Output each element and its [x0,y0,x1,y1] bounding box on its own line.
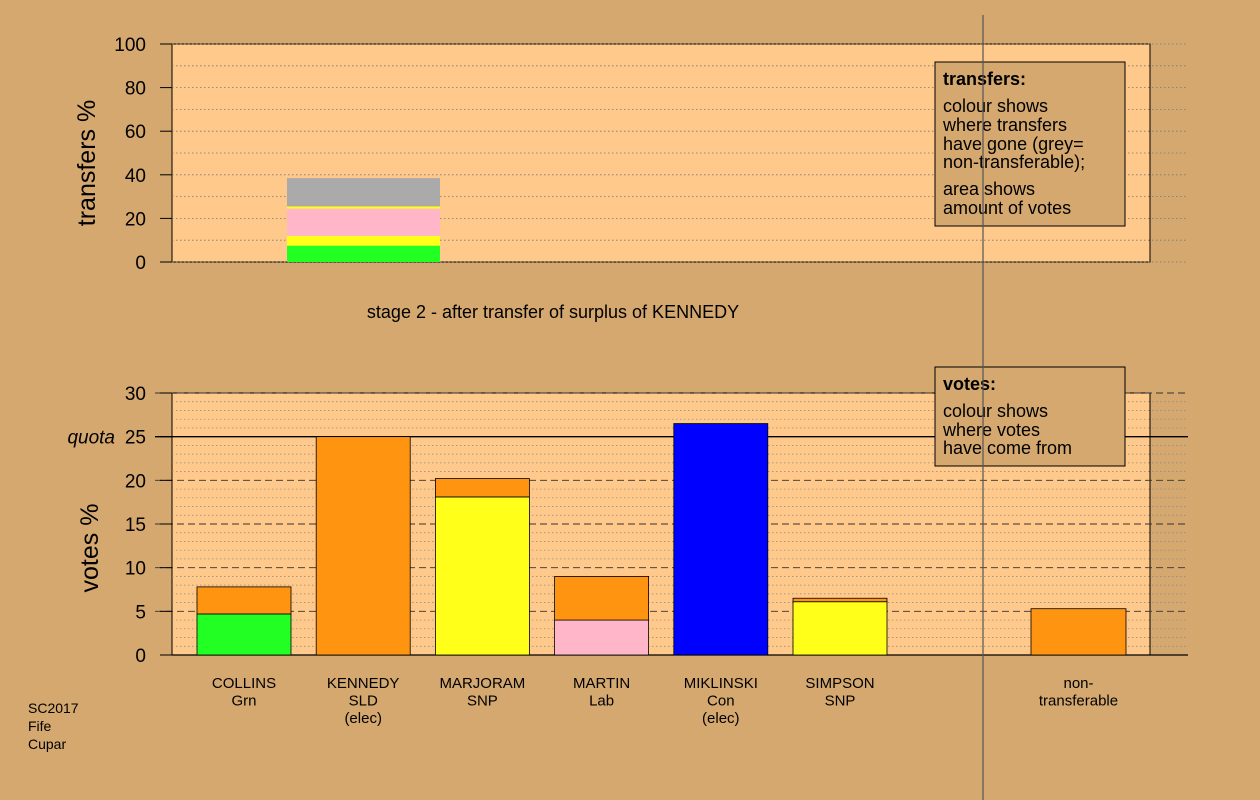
vote-segment [434,496,530,656]
y-tick-label: 0 [135,253,146,274]
y-tick-label: 25 [125,428,146,449]
candidate-party: SLD [349,693,378,710]
y-tick-label: 100 [114,35,146,56]
footer-line: Fife [28,718,52,734]
y-tick-label: 20 [125,471,146,492]
votes-y-axis-title: votes % [76,504,104,593]
vote-segment [554,619,649,656]
y-tick-label: 30 [125,384,146,405]
transfers-legend-line: have gone (grey= [943,134,1084,154]
transfers-y-ticks: 0 20 40 60 80 100 [114,35,172,274]
candidate-labels: COLLINSGrnKENNEDYSLD(elec)MARJORAMSNPMAR… [212,675,1118,727]
votes-legend-title: votes: [943,374,996,394]
y-tick-label: 15 [125,515,146,536]
candidate-party: Grn [231,693,256,710]
transfers-y-axis-title: transfers % [73,100,101,226]
candidate-name: MIKLINSKI [684,675,758,692]
transfers-legend-line: area shows [943,179,1035,199]
y-tick-label: 10 [125,559,146,580]
quota-label: quota [67,428,115,449]
candidate-name: SIMPSON [805,675,874,692]
nontransferable-label: non- [1063,675,1093,692]
candidate-name: KENNEDY [327,675,400,692]
transfer-segment [287,208,440,236]
vote-segment [792,597,888,603]
votes-bars [196,423,1127,656]
vote-segment [196,586,292,615]
transfers-legend: transfers: colour shows where transfers … [934,61,1126,227]
transfers-legend-line: colour shows [943,96,1048,116]
footer-line: SC2017 [28,700,79,716]
transfers-legend-line: amount of votes [943,198,1071,218]
candidate-name: MARJORAM [439,675,525,692]
y-tick-label: 5 [135,602,146,623]
vote-segment [673,423,769,656]
transfer-segment [287,245,440,262]
votes-legend: votes: colour shows where votes have com… [934,366,1126,467]
transfers-legend-title: transfers: [943,69,1026,89]
vote-segment [554,576,649,621]
nontransferable-label: transferable [1039,693,1118,710]
votes-legend-line: colour shows [943,401,1048,421]
footer: SC2017 Fife Cupar [28,700,79,752]
transfers-bars [287,178,440,262]
stage-caption: stage 2 - after transfer of surplus of K… [367,302,739,322]
candidate-name: MARTIN [573,675,630,692]
votes-legend-box [934,366,1126,467]
candidate-name: COLLINS [212,675,276,692]
y-tick-label: 40 [125,166,146,187]
transfers-legend-line: where transfers [942,115,1067,135]
candidate-party: SNP [467,693,498,710]
candidate-party: SNP [825,693,856,710]
vote-segment [196,613,292,656]
candidate-party: Con [707,693,735,710]
transfers-legend-box [934,61,1126,227]
votes-legend-line: where votes [942,420,1040,440]
candidate-status: (elec) [702,710,740,727]
footer-line: Cupar [28,736,66,752]
vote-segment [315,436,411,656]
y-tick-label: 80 [125,79,146,100]
transfer-segment [287,178,440,207]
transfer-segment [287,206,440,209]
votes-y-ticks: 0 5 10 15 20 25 30 [125,384,172,667]
transfers-legend-line: non-transferable); [943,152,1085,172]
candidate-party: Lab [589,693,614,710]
vote-segment [434,478,530,498]
candidate-status: (elec) [344,710,382,727]
votes-legend-line: have come from [943,438,1072,458]
y-tick-label: 0 [135,646,146,667]
transfers-panel: 0 20 40 60 80 100 transfers % stage 2 - after… [73,35,1188,322]
y-tick-label: 20 [125,209,146,230]
y-tick-label: 60 [125,122,146,143]
nontransferable-bar [1030,608,1127,656]
vote-segment [792,601,888,656]
transfer-segment [287,235,440,246]
